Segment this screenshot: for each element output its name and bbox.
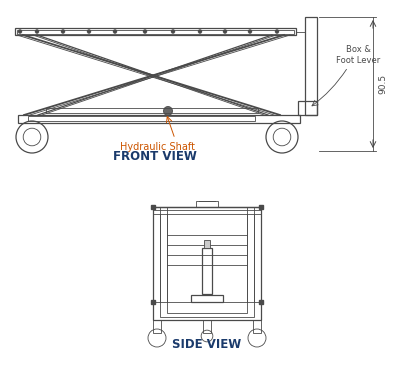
Circle shape — [223, 30, 226, 33]
Circle shape — [18, 30, 22, 33]
Bar — [190, 295, 223, 302]
Bar — [153, 207, 260, 320]
Bar — [15, 28, 295, 35]
Bar — [17, 30, 293, 33]
Circle shape — [163, 106, 172, 116]
Bar — [304, 17, 316, 115]
Bar — [28, 117, 254, 122]
Bar — [166, 207, 247, 313]
Bar — [202, 248, 211, 294]
Circle shape — [87, 30, 91, 33]
Circle shape — [197, 30, 202, 33]
Circle shape — [274, 30, 278, 33]
Text: FRONT VIEW: FRONT VIEW — [113, 150, 197, 164]
Circle shape — [171, 30, 175, 33]
Text: Hydraulic Shaft: Hydraulic Shaft — [120, 142, 195, 152]
Bar — [159, 207, 254, 317]
Bar — [153, 320, 161, 333]
Circle shape — [247, 30, 252, 33]
Bar — [202, 320, 211, 333]
Text: 90.5: 90.5 — [377, 74, 387, 94]
Circle shape — [113, 30, 117, 33]
Bar — [297, 101, 316, 115]
Bar — [18, 115, 299, 123]
Text: SIDE VIEW: SIDE VIEW — [172, 339, 241, 351]
Bar — [252, 320, 260, 333]
Text: Box &
Foot Lever: Box & Foot Lever — [335, 45, 379, 65]
Circle shape — [35, 30, 39, 33]
Bar — [204, 240, 209, 248]
Circle shape — [61, 30, 65, 33]
Bar — [195, 201, 218, 207]
Circle shape — [142, 30, 147, 33]
Bar — [46, 108, 257, 113]
